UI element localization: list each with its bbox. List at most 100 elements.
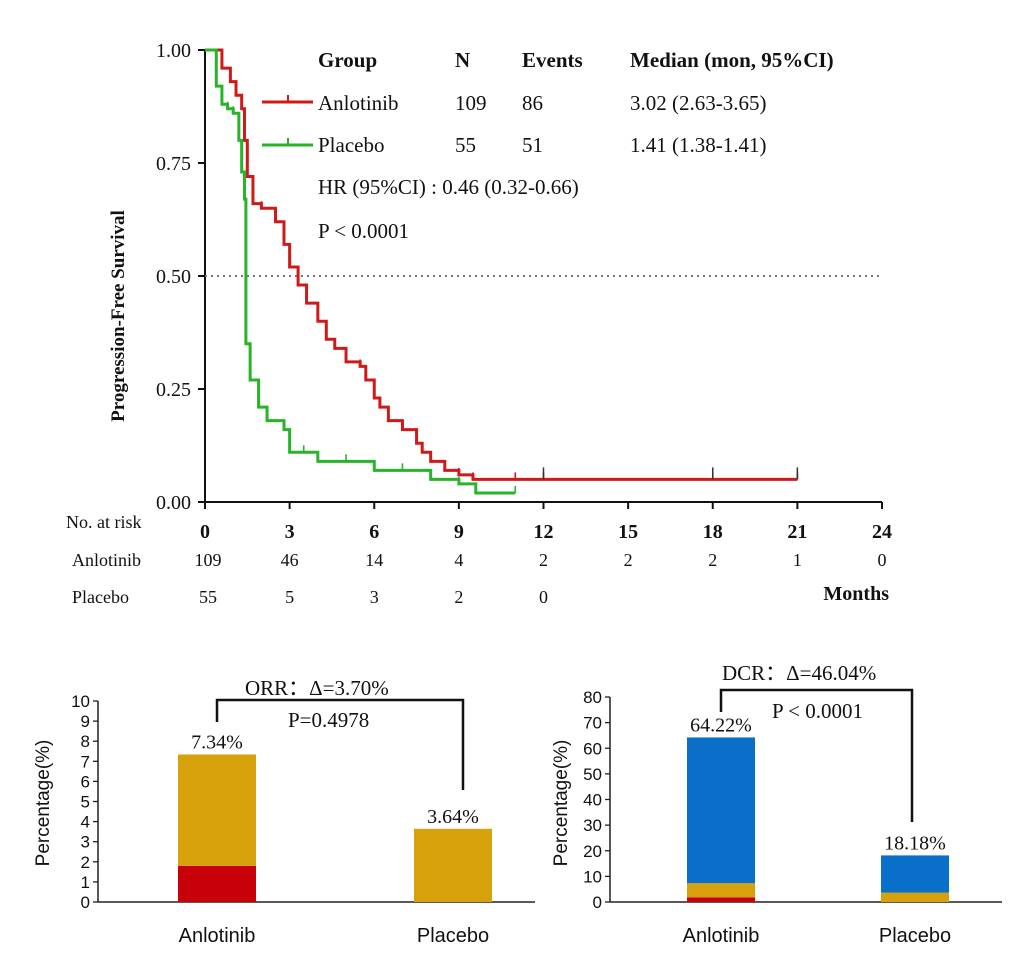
legend-header-median: Median (mon, 95%CI)	[630, 48, 834, 72]
dcr-bar-placebo-segment-3	[881, 855, 949, 893]
risk-value-anlotinib: 1	[793, 550, 802, 570]
legend-name-anlotinib: Anlotinib	[318, 91, 399, 115]
dcr-data-label: 64.22%	[690, 714, 752, 736]
km-x-tick-label: 18	[703, 521, 723, 543]
dcr-data-label: 18.18%	[884, 832, 946, 854]
dcr-comparison-bracket	[719, 688, 914, 822]
km-x-tick-label: 0	[200, 521, 210, 543]
dcr-y-tick-label: 50	[583, 765, 602, 784]
km-y-tick-label: 0.50	[156, 266, 191, 288]
dcr-y-axis-label: Percentage(%)	[551, 740, 572, 867]
legend-n-placebo: 55	[455, 133, 476, 157]
orr-y-tick-label: 9	[81, 712, 90, 731]
dcr-y-tick-label: 30	[583, 816, 602, 835]
risk-row-label-anlotinib: Anlotinib	[72, 550, 141, 570]
km-y-tick-label: 0.25	[156, 379, 191, 401]
dcr-bar-placebo-segment-2	[881, 892, 949, 902]
km-y-tick-label: 0.75	[156, 153, 191, 175]
dcr-category-labels: Anlotinib Placebo	[683, 925, 952, 947]
km-plot: 0.000.250.500.751.00 0 3 6 9 12 15 18 21 24 Prog…	[66, 40, 892, 607]
legend-events-anlotinib: 86	[522, 91, 543, 115]
risk-table-title: No. at risk	[66, 512, 142, 532]
risk-value-placebo: 55	[199, 587, 217, 607]
dcr-bar-anlotinib-segment-3	[687, 737, 755, 884]
km-y-tick-label: 0.00	[156, 492, 191, 514]
orr-data-label: 3.64%	[427, 806, 479, 828]
risk-value-anlotinib: 2	[539, 550, 548, 570]
km-legend: Group N Events Median (mon, 95%CI) Anlot…	[262, 48, 834, 243]
orr-bar-anlotinib-segment-2	[178, 754, 256, 866]
km-x-tick-label: 12	[534, 521, 554, 543]
orr-y-tick-label: 2	[81, 853, 90, 872]
km-x-tick-label: 21	[787, 521, 807, 543]
km-x-tick-label: 9	[454, 521, 464, 543]
dcr-y-tick-label: 40	[583, 791, 602, 810]
dcr-bracket-label: DCR：Δ=46.04%	[722, 661, 876, 685]
dcr-bar-anlotinib-segment-1	[687, 897, 755, 902]
legend-n-anlotinib: 109	[455, 91, 487, 115]
km-x-tick-label: 15	[618, 521, 638, 543]
dcr-y-tick-label: 70	[583, 714, 602, 733]
risk-table: No. at risk Anlotinib Placebo 109 46 14 4 2 2…	[66, 512, 887, 607]
orr-y-tick-label: 6	[81, 772, 90, 791]
risk-value-anlotinib: 46	[281, 550, 299, 570]
legend-name-placebo: Placebo	[318, 133, 384, 157]
dcr-y-tick-label: 60	[583, 739, 602, 758]
orr-y-tick-label: 7	[81, 752, 90, 771]
risk-value-anlotinib: 4	[454, 550, 463, 570]
orr-bar-placebo-segment-2	[414, 828, 492, 902]
dcr-y-tick-label: 20	[583, 842, 602, 861]
dcr-y-tick-label: 10	[583, 867, 602, 886]
risk-value-placebo: 5	[285, 587, 294, 607]
km-curves	[205, 48, 799, 495]
risk-value-anlotinib: 14	[365, 550, 383, 570]
km-p-value-text: P < 0.0001	[318, 219, 409, 243]
dcr-bar-anlotinib-segment-2	[687, 883, 755, 898]
dcr-category-label: Anlotinib	[683, 925, 760, 947]
risk-table-values: 109 46 14 4 2 2 2 1 055 5 3 2 0	[195, 550, 887, 607]
orr-bracket-label: ORR：Δ=3.70%	[245, 676, 389, 700]
risk-row-label-placebo: Placebo	[72, 587, 129, 607]
km-curve-placebo	[205, 48, 516, 495]
orr-y-tick-label: 10	[71, 692, 90, 711]
legend-header-n: N	[455, 48, 470, 72]
dcr-data-labels: 64.22% 18.18%	[690, 714, 946, 854]
risk-value-placebo: 0	[539, 587, 548, 607]
dcr-bar-chart: 0 10 20 30 40 50 60 70 80 Anlotinib Placebo 64.22…	[551, 661, 1002, 947]
orr-y-tick-label: 1	[81, 873, 90, 892]
orr-bars	[178, 754, 492, 902]
risk-value-placebo: 2	[454, 587, 463, 607]
km-y-ticks: 0.00 0.25 0.50 0.75 1.00	[156, 40, 205, 514]
km-x-axis-label: Months	[823, 583, 889, 605]
legend-events-placebo: 51	[522, 133, 543, 157]
orr-y-tick-label: 4	[81, 813, 90, 832]
orr-y-tick-label: 8	[81, 732, 90, 751]
orr-bar-anlotinib-segment-1	[178, 865, 256, 902]
km-x-tick-label: 6	[369, 521, 379, 543]
orr-y-tick-label: 3	[81, 833, 90, 852]
risk-value-anlotinib: 109	[195, 550, 222, 570]
km-y-axis-label: Progression-Free Survival	[108, 210, 129, 422]
orr-comparison-bracket	[215, 698, 465, 790]
orr-data-label: 7.34%	[191, 731, 243, 753]
orr-category-label: Anlotinib	[179, 925, 256, 947]
dcr-y-tick-label: 0	[593, 893, 602, 912]
dcr-bars	[687, 737, 949, 902]
legend-median-anlotinib: 3.02 (2.63-3.65)	[630, 91, 766, 115]
legend-header-events: Events	[522, 48, 583, 72]
orr-y-axis-label: Percentage(%)	[33, 740, 54, 867]
orr-y-tick-label: 5	[81, 793, 90, 812]
orr-p-value-text: P=0.4978	[288, 708, 369, 732]
dcr-y-tick-label: 80	[583, 688, 602, 707]
risk-value-anlotinib: 2	[624, 550, 633, 570]
orr-category-label: Placebo	[417, 925, 489, 947]
legend-header-group: Group	[318, 48, 377, 72]
km-x-tick-label: 3	[285, 521, 295, 543]
km-x-ticks: 0 3 6 9 12 15 18 21 24	[200, 502, 892, 543]
km-y-tick-label: 1.00	[156, 40, 191, 62]
orr-data-labels: 7.34% 3.64%	[191, 731, 479, 827]
risk-value-anlotinib: 2	[708, 550, 717, 570]
